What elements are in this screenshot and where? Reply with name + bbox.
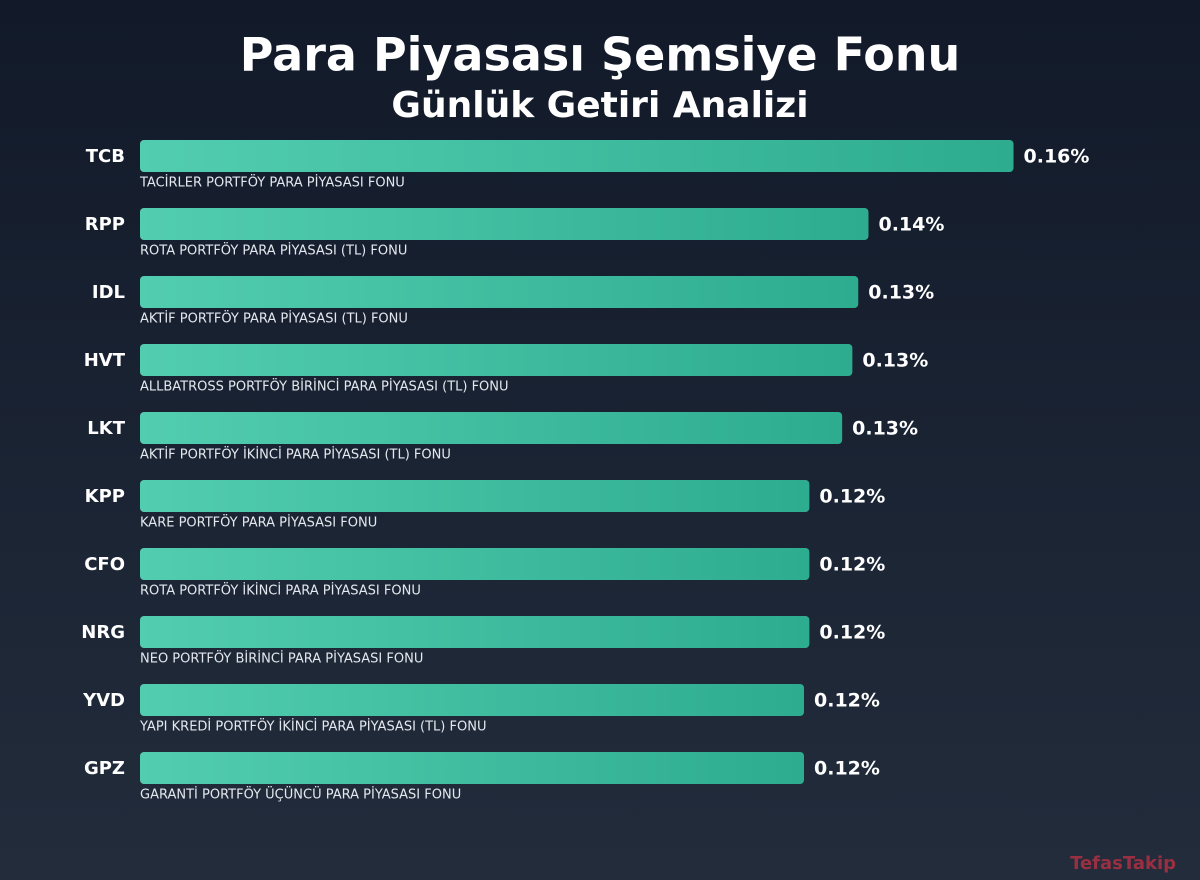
value-label: 0.14% (878, 214, 944, 236)
fund-name: KARE PORTFÖY PARA PİYASASI FONU (140, 514, 377, 531)
value-label: 0.12% (814, 690, 880, 712)
bar (140, 208, 869, 240)
fund-name: AKTİF PORTFÖY PARA PİYASASI (TL) FONU (140, 310, 408, 327)
watermark: TefasTakip (1070, 853, 1176, 874)
bar (140, 616, 810, 648)
category-label: IDL (92, 282, 125, 303)
fund-name: YAPI KREDİ PORTFÖY İKİNCİ PARA PİYASASI … (139, 718, 486, 735)
fund-name: TACİRLER PORTFÖY PARA PİYASASI FONU (139, 174, 405, 191)
fund-name: NEO PORTFÖY BİRİNCİ PARA PİYASASI FONU (140, 650, 423, 667)
value-label: 0.12% (819, 622, 885, 644)
category-label: RPP (85, 214, 125, 235)
category-label: CFO (84, 554, 125, 575)
bar (140, 752, 805, 784)
value-label: 0.13% (862, 350, 928, 372)
category-label: HVT (84, 350, 126, 371)
category-label: LKT (87, 418, 125, 439)
value-label: 0.12% (819, 486, 885, 508)
category-label: GPZ (84, 758, 125, 779)
category-label: KPP (85, 486, 125, 507)
value-label: 0.13% (852, 418, 918, 440)
value-label: 0.16% (1024, 146, 1090, 168)
fund-name: GARANTİ PORTFÖY ÜÇÜNCÜ PARA PİYASASI FON… (140, 786, 461, 803)
fund-name: ROTA PORTFÖY PARA PİYASASI (TL) FONU (140, 242, 407, 259)
bar (140, 548, 810, 580)
chart-subtitle: Günlük Getiri Analizi (391, 85, 808, 126)
value-label: 0.12% (814, 758, 880, 780)
category-label: YVD (82, 690, 125, 711)
bar (140, 684, 805, 716)
bar (140, 344, 853, 376)
bar (140, 276, 859, 308)
fund-name: ALLBATROSS PORTFÖY BİRİNCİ PARA PİYASASI… (140, 378, 509, 395)
fund-name: ROTA PORTFÖY İKİNCİ PARA PİYASASI FONU (140, 582, 421, 599)
category-label: NRG (81, 622, 125, 643)
value-label: 0.12% (819, 554, 885, 576)
bar (140, 140, 1014, 172)
bar (140, 412, 843, 444)
chart-title: Para Piyasası Şemsiye Fonu (240, 28, 961, 82)
category-label: TCB (86, 146, 125, 167)
bar (140, 480, 810, 512)
fund-name: AKTİF PORTFÖY İKİNCİ PARA PİYASASI (TL) … (140, 446, 451, 463)
value-label: 0.13% (868, 282, 934, 304)
